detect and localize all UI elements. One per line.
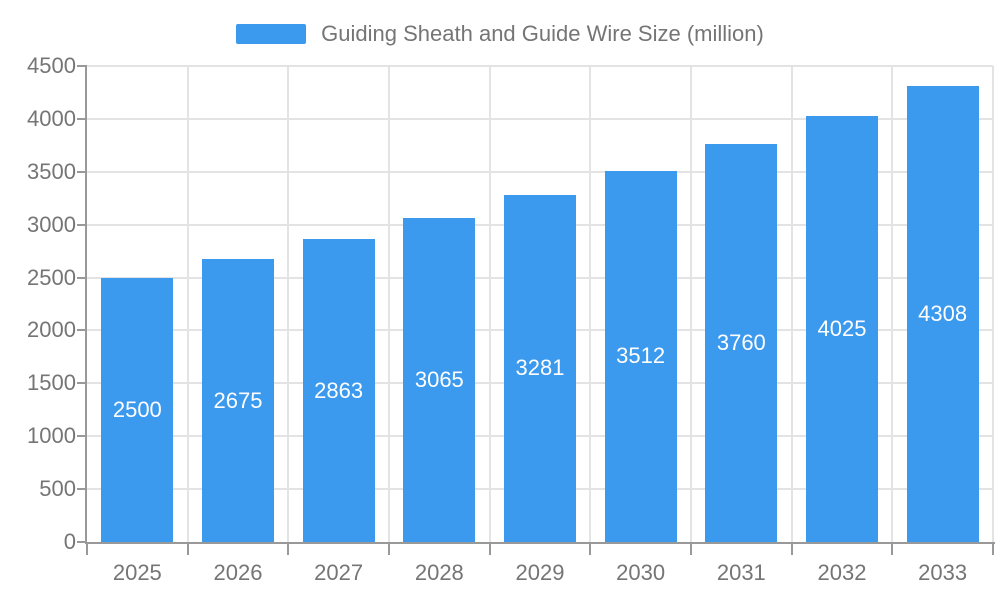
y-axis-label: 1000 bbox=[27, 423, 76, 449]
legend-item[interactable]: Guiding Sheath and Guide Wire Size (mill… bbox=[0, 19, 1000, 49]
y-axis-tick bbox=[77, 170, 87, 173]
x-axis-tick bbox=[790, 542, 793, 555]
y-axis-label: 0 bbox=[63, 529, 76, 554]
y-axis-tick bbox=[77, 223, 87, 226]
x-axis-tick bbox=[86, 542, 88, 555]
y-axis-label: 4000 bbox=[27, 105, 76, 131]
y-axis-label: 2000 bbox=[27, 317, 76, 343]
x-axis-label: 2033 bbox=[918, 560, 968, 585]
y-axis-label: 3500 bbox=[27, 158, 76, 184]
bar-value-label: 4025 bbox=[817, 316, 867, 342]
x-axis-label: 2032 bbox=[817, 560, 867, 585]
x-axis-tick bbox=[186, 542, 189, 555]
y-gridline bbox=[87, 117, 993, 120]
bar-value-label: 2863 bbox=[314, 377, 364, 403]
x-axis-tick bbox=[488, 542, 491, 555]
y-axis-tick bbox=[77, 382, 87, 385]
bar-value-label: 4308 bbox=[918, 301, 968, 327]
x-gridline bbox=[790, 66, 793, 542]
x-axis-label: 2029 bbox=[515, 560, 565, 585]
y-axis-label: 4500 bbox=[27, 53, 76, 78]
legend-label: Guiding Sheath and Guide Wire Size (mill… bbox=[321, 21, 764, 46]
x-axis-line bbox=[85, 542, 995, 544]
y-axis-tick bbox=[77, 117, 87, 120]
x-axis-label: 2028 bbox=[414, 560, 464, 585]
y-axis-label: 1500 bbox=[27, 370, 76, 396]
bar-2033[interactable]: 4308 bbox=[906, 86, 979, 542]
x-axis-tick bbox=[690, 542, 692, 555]
x-axis-tick bbox=[992, 542, 994, 555]
y-axis-label: 3000 bbox=[27, 211, 76, 237]
bar-2032[interactable]: 4025 bbox=[806, 116, 878, 542]
bar-value-label: 3512 bbox=[616, 343, 666, 369]
x-axis-label: 2026 bbox=[213, 560, 263, 585]
y-axis-label: 2500 bbox=[27, 264, 76, 290]
bar-value-label: 3281 bbox=[515, 355, 565, 381]
y-axis-tick bbox=[77, 276, 87, 279]
x-gridline bbox=[690, 66, 692, 542]
x-gridline bbox=[287, 66, 290, 542]
bar-value-label: 2500 bbox=[112, 396, 162, 422]
x-gridline bbox=[891, 66, 894, 542]
bar-value-label: 3065 bbox=[414, 366, 464, 392]
bar-2030[interactable]: 3512 bbox=[604, 170, 677, 542]
y-gridline bbox=[87, 65, 993, 67]
y-axis-line bbox=[85, 66, 87, 544]
x-axis-label: 2025 bbox=[112, 560, 162, 585]
bar-2025[interactable]: 2500 bbox=[101, 277, 174, 542]
bar-2027[interactable]: 2863 bbox=[302, 239, 375, 542]
x-gridline bbox=[388, 66, 390, 542]
bar-value-label: 3760 bbox=[716, 330, 766, 356]
y-axis-tick bbox=[77, 65, 87, 67]
x-axis-tick bbox=[891, 542, 894, 555]
x-gridline bbox=[488, 66, 491, 542]
y-axis-tick bbox=[77, 329, 87, 332]
bar-2026[interactable]: 2675 bbox=[202, 259, 274, 542]
bar-2028[interactable]: 3065 bbox=[403, 217, 476, 542]
y-gridline bbox=[87, 170, 993, 173]
x-gridline bbox=[186, 66, 189, 542]
x-gridline bbox=[589, 66, 592, 542]
x-gridline bbox=[992, 66, 994, 542]
x-axis-label: 2031 bbox=[716, 560, 766, 585]
bar-2031[interactable]: 3760 bbox=[705, 144, 778, 542]
x-axis-label: 2030 bbox=[616, 560, 666, 585]
legend-swatch bbox=[236, 24, 307, 44]
y-axis-tick bbox=[77, 488, 87, 491]
bar-value-label: 2675 bbox=[213, 387, 263, 413]
x-axis-label: 2027 bbox=[314, 560, 364, 585]
y-axis-tick bbox=[77, 435, 87, 438]
y-axis-label: 500 bbox=[39, 476, 76, 502]
x-axis-tick bbox=[589, 542, 592, 555]
x-axis-tick bbox=[388, 542, 390, 555]
bar-2029[interactable]: 3281 bbox=[504, 194, 576, 542]
y-axis-tick bbox=[77, 541, 87, 543]
x-axis-tick bbox=[287, 542, 290, 555]
